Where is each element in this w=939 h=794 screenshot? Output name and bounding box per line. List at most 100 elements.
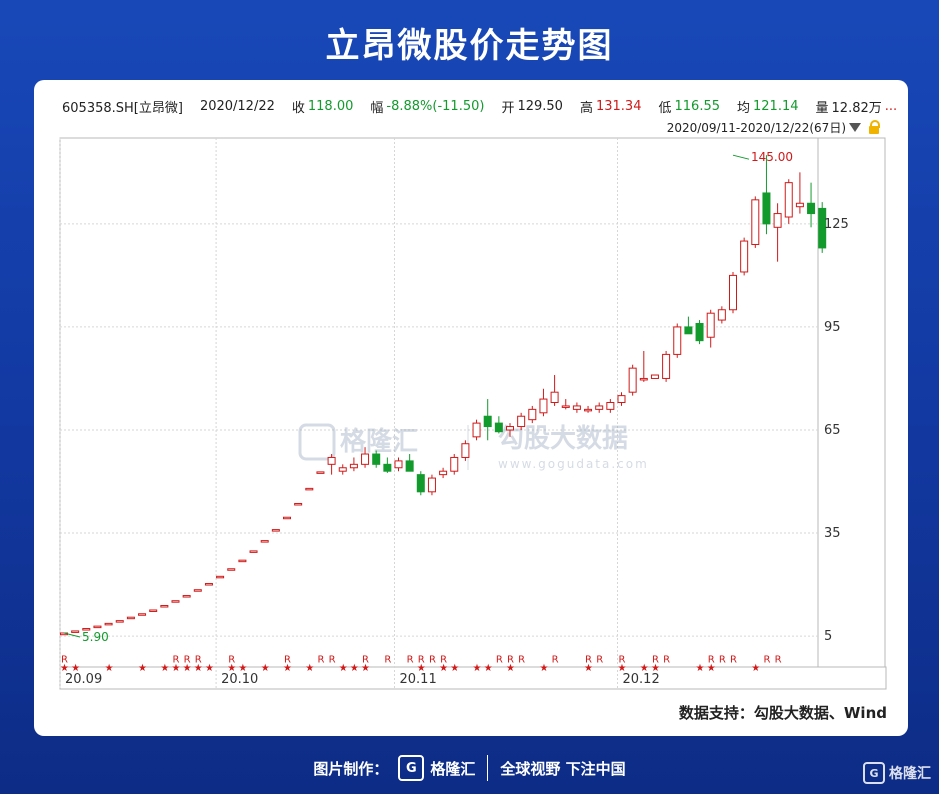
star-marker: ★ <box>183 663 192 674</box>
r-marker: R <box>329 654 336 665</box>
r-marker: R <box>317 654 324 665</box>
candle-body <box>305 487 314 491</box>
y-tick-label: 65 <box>824 423 841 438</box>
r-marker: R <box>663 654 670 665</box>
candle-body <box>572 405 581 410</box>
candle-body <box>283 516 291 520</box>
r-marker: R <box>173 654 180 665</box>
candle-body <box>416 474 425 493</box>
candle-body <box>104 622 113 626</box>
candle-body <box>506 426 514 431</box>
candle-body <box>316 471 325 474</box>
candles <box>60 155 827 636</box>
event-markers: R R R R R R R R R R R R R R R R R R R R R R R R R R R R★ ★ ★ ★ ★ ★ ★ ★ ★ ★ ★ ★… <box>60 654 782 674</box>
r-marker: R <box>585 654 592 665</box>
change-value: -8.88%(-11.50) <box>386 98 485 114</box>
r-marker: R <box>228 654 235 665</box>
footer: 图片制作： G 格隆汇 全球视野 下注中国 <box>0 748 939 788</box>
r-marker: R <box>418 654 425 665</box>
candle-body <box>650 374 659 379</box>
candle-body <box>662 353 671 379</box>
gelonghui-logo-icon: G <box>398 755 425 781</box>
star-marker: ★ <box>194 663 203 674</box>
axes: 5 35 65 95 125 20.09 20.10 20.11 20.12 <box>65 217 849 687</box>
candle-body <box>494 422 503 433</box>
candle-body <box>818 207 827 249</box>
candle-body <box>773 213 782 228</box>
date-range-selector[interactable]: 2020/09/11-2020/12/22(67日) <box>667 119 880 136</box>
close-value: 118.00 <box>307 98 354 114</box>
star-marker: ★ <box>651 663 660 674</box>
low-value: 116.55 <box>674 98 721 114</box>
star-marker: ★ <box>439 663 448 674</box>
star-marker: ★ <box>105 663 114 674</box>
candle-body <box>706 312 715 338</box>
r-marker: R <box>596 654 603 665</box>
candle-body <box>762 192 771 225</box>
star-marker: ★ <box>261 663 270 674</box>
chart-grid <box>59 137 887 690</box>
candle-body <box>327 456 336 465</box>
candle-body <box>71 630 80 633</box>
star-marker: ★ <box>138 663 147 674</box>
candle-body <box>372 453 381 465</box>
candle-body <box>82 628 91 631</box>
candle-body <box>695 322 704 342</box>
more-indicator[interactable]: ... <box>884 98 898 114</box>
candle-body <box>294 502 303 506</box>
star-marker: ★ <box>450 663 459 674</box>
r-marker: R <box>407 654 414 665</box>
candle-body <box>349 463 358 469</box>
candle-body <box>238 559 247 563</box>
lock-icon[interactable] <box>869 119 880 134</box>
r-marker: R <box>652 654 659 665</box>
volume-value: 12.82万 <box>831 100 882 116</box>
corner-logo-text: 格隆汇 <box>889 766 931 782</box>
candle-body <box>93 625 102 629</box>
candle-body <box>193 589 202 592</box>
candle-body <box>171 600 180 603</box>
annotation-arrow <box>63 632 81 638</box>
candle-body <box>126 616 135 620</box>
r-marker: R <box>429 654 436 665</box>
candle-body <box>271 529 280 532</box>
candle-body <box>216 575 225 579</box>
star-marker: ★ <box>160 663 169 674</box>
candle-body <box>338 467 347 472</box>
candle-body <box>528 408 537 421</box>
candle-body <box>483 415 492 428</box>
candle-body <box>717 309 726 321</box>
quote-date: 2020/12/22 <box>199 98 275 114</box>
watermark: 格隆汇 勾股大数据 www.gogudata.com <box>298 423 647 471</box>
change-label: 幅 <box>370 100 384 116</box>
star-marker: ★ <box>238 663 247 674</box>
candle-body <box>784 182 793 218</box>
r-marker: R <box>708 654 715 665</box>
y-tick-label: 125 <box>824 217 849 232</box>
gelonghui-watermark-logo-icon <box>298 423 336 461</box>
x-tick-label: 20.11 <box>400 672 437 687</box>
star-marker: ★ <box>696 663 705 674</box>
data-source-text: 数据支持：勾股大数据、Wind <box>678 704 887 722</box>
candle-body <box>450 456 459 472</box>
candle-body <box>673 326 682 355</box>
quote-info-row: 605358.SH[立昂微] 2020/12/22 收 118.00 幅 -8.… <box>62 96 897 116</box>
r-marker: R <box>552 654 559 665</box>
star-marker: ★ <box>618 663 627 674</box>
candle-body <box>394 460 403 469</box>
star-marker: ★ <box>707 663 716 674</box>
r-marker: R <box>61 654 68 665</box>
r-marker: R <box>518 654 525 665</box>
candle-body <box>383 463 392 472</box>
footer-slogan: 全球视野 下注中国 <box>500 759 626 778</box>
candle-body <box>595 405 604 410</box>
r-marker: R <box>184 654 191 665</box>
candle-body <box>561 405 570 408</box>
watermark-brand1: 格隆汇 <box>340 426 418 457</box>
star-marker: ★ <box>71 663 80 674</box>
dropdown-triangle-icon[interactable] <box>849 123 861 132</box>
high-value: 131.34 <box>595 98 642 114</box>
candle-body <box>517 415 526 428</box>
star-marker: ★ <box>305 663 314 674</box>
footer-divider <box>487 755 489 781</box>
